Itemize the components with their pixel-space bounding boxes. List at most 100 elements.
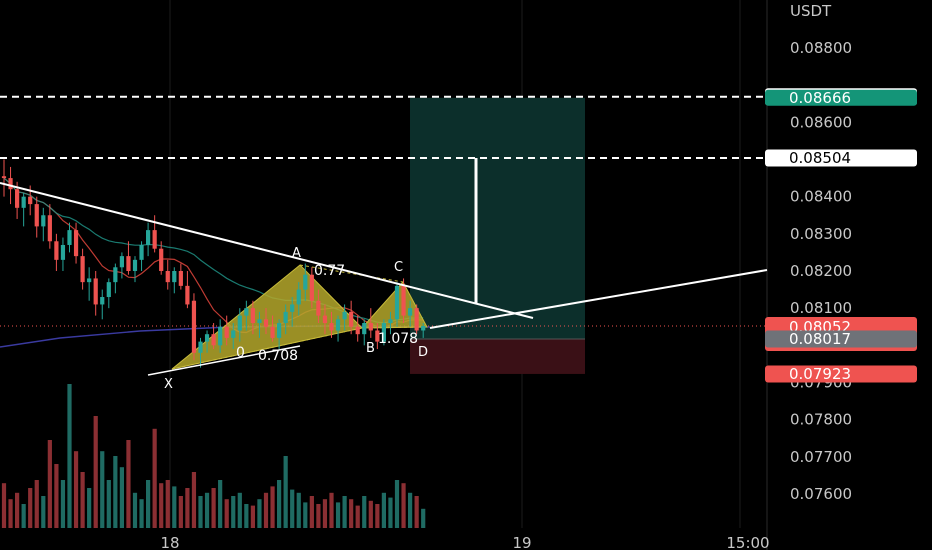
volume-bar (322, 499, 328, 528)
candle-body (159, 248, 164, 271)
volume-bar (100, 451, 105, 528)
candle-body (414, 308, 419, 331)
drawing-overlays (0, 95, 768, 376)
price-axis[interactable]: USDT 0.08800 0.08600 0.08400 0.08300 0.08200 0… (790, 2, 852, 503)
ma-fast-line (3, 177, 424, 334)
volume-bar (159, 483, 164, 528)
candle-body (67, 230, 72, 245)
volume-bar (401, 483, 406, 528)
candle-body (316, 300, 321, 316)
candle-body (165, 271, 170, 283)
xb-dotted-line (171, 327, 363, 370)
volume-bar (54, 464, 59, 528)
volume-bar (87, 488, 92, 528)
price-tick-label: 0.08400 (790, 188, 852, 206)
volume-bar (283, 456, 288, 528)
candle-body (231, 330, 236, 338)
volume-bar (8, 499, 13, 528)
candle-body (34, 204, 39, 227)
candle-body (191, 300, 197, 353)
ratio-bc-label: 0.77 (314, 263, 345, 279)
candle-body (355, 326, 360, 335)
candle-body (329, 323, 334, 331)
volume-bar (250, 505, 255, 528)
volume-bar (335, 502, 341, 528)
candle-body (73, 230, 79, 257)
candle-body (283, 311, 288, 324)
candle-body (87, 278, 92, 283)
candle-body (237, 315, 242, 331)
candle-body (335, 319, 341, 331)
candle-body (218, 326, 223, 346)
volume-bar (381, 492, 386, 528)
volume-bar (218, 480, 223, 528)
candle-body (270, 326, 275, 338)
candle-body (368, 323, 373, 331)
candle-body (198, 341, 203, 353)
volume-bar (303, 502, 308, 528)
candle-body (375, 330, 380, 342)
price-tick-label: 0.08200 (790, 262, 852, 280)
price-tick-label: 0.08600 (790, 113, 852, 131)
volume-bar (204, 492, 210, 528)
volume-bar (47, 440, 52, 528)
candle-body (100, 297, 105, 305)
candle-body (322, 315, 328, 324)
volume-bar (414, 496, 419, 528)
candle-body (132, 259, 138, 271)
ac-dotted-line (299, 264, 404, 283)
volume-bar (349, 499, 354, 528)
entry-badge-bg (765, 330, 917, 348)
volume-bars (1, 384, 426, 528)
volume-bar (224, 499, 229, 528)
stop-badge-bg (765, 365, 917, 383)
time-tick-label: 18 (160, 534, 179, 550)
candle-body (290, 304, 295, 312)
position-zones (410, 97, 585, 374)
volume-bar (198, 496, 203, 528)
candle-body (277, 323, 282, 338)
volume-bar (257, 499, 262, 528)
pattern-labels: X A B C D 0 0.708 0.77 1.078 (164, 246, 428, 392)
ma-mid-line (3, 177, 424, 324)
volume-bar (185, 488, 190, 528)
volume-bar (388, 497, 393, 528)
candle-body (15, 189, 20, 208)
ratio-ab-label: 0.708 (258, 348, 298, 364)
point-b-label: B (366, 341, 375, 356)
candle-body (388, 319, 393, 324)
profit-zone (410, 97, 585, 340)
price-tick-label: 0.08300 (790, 225, 852, 243)
volume-bar (146, 480, 151, 528)
candle-body (250, 308, 255, 324)
candle-body (21, 196, 26, 208)
candle-body (394, 285, 400, 320)
volume-bar (41, 496, 46, 528)
volume-bar (244, 504, 249, 528)
volume-bar (34, 480, 39, 528)
volume-bar (329, 492, 334, 528)
volume-bar (408, 492, 413, 528)
candle-body (257, 319, 262, 324)
candle-body (408, 308, 413, 316)
price-badges: 0.086690.086660.085040.0805221:450.08017… (765, 88, 917, 383)
candle-body (139, 244, 144, 260)
candle-body (178, 271, 183, 286)
candle-body (296, 289, 301, 305)
time-axis[interactable]: 18 19 15:00 (160, 534, 769, 550)
ratio-xa-label: 0 (236, 345, 245, 361)
candle-body (28, 196, 33, 205)
candle-body (41, 215, 46, 227)
price-tick-label: 0.07600 (790, 485, 852, 503)
volume-bar (191, 472, 197, 528)
volume-bar (80, 472, 85, 528)
loss-zone (410, 339, 585, 374)
volume-bar (296, 492, 301, 528)
price-tick-label: 0.08800 (790, 39, 852, 57)
volume-bar (368, 500, 373, 528)
volume-bar (316, 504, 321, 528)
candle-body (309, 274, 314, 301)
candle-body (185, 285, 190, 305)
volume-bar (237, 492, 242, 528)
